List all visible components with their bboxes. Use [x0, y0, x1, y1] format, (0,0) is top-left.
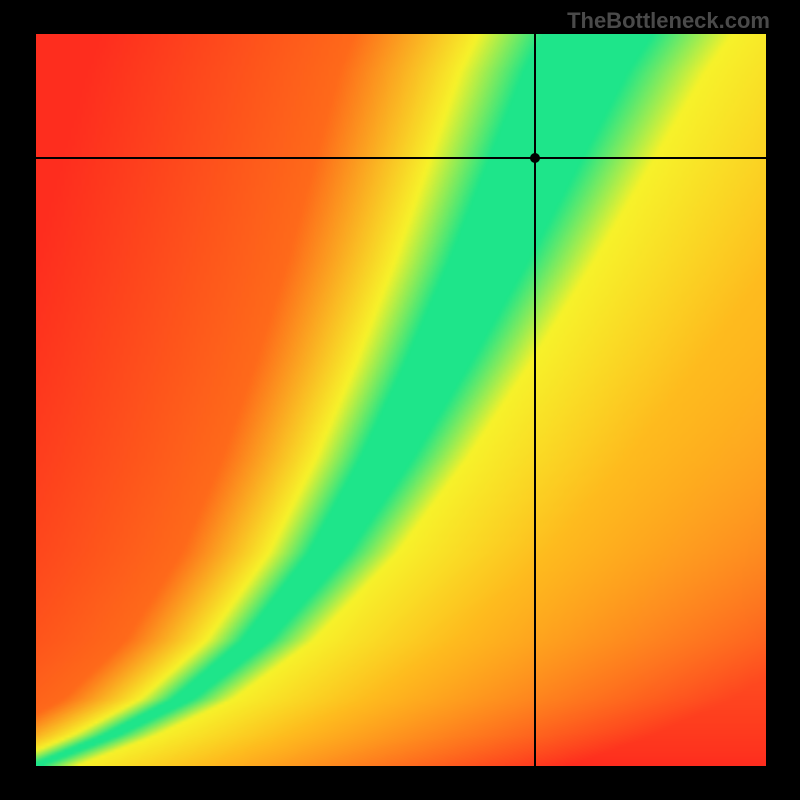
marker-point: [530, 153, 540, 163]
bottleneck-heatmap: [36, 34, 766, 766]
crosshair-vertical: [534, 34, 536, 766]
chart-container: TheBottleneck.com: [0, 0, 800, 800]
watermark-text: TheBottleneck.com: [567, 8, 770, 34]
crosshair-horizontal: [36, 157, 766, 159]
